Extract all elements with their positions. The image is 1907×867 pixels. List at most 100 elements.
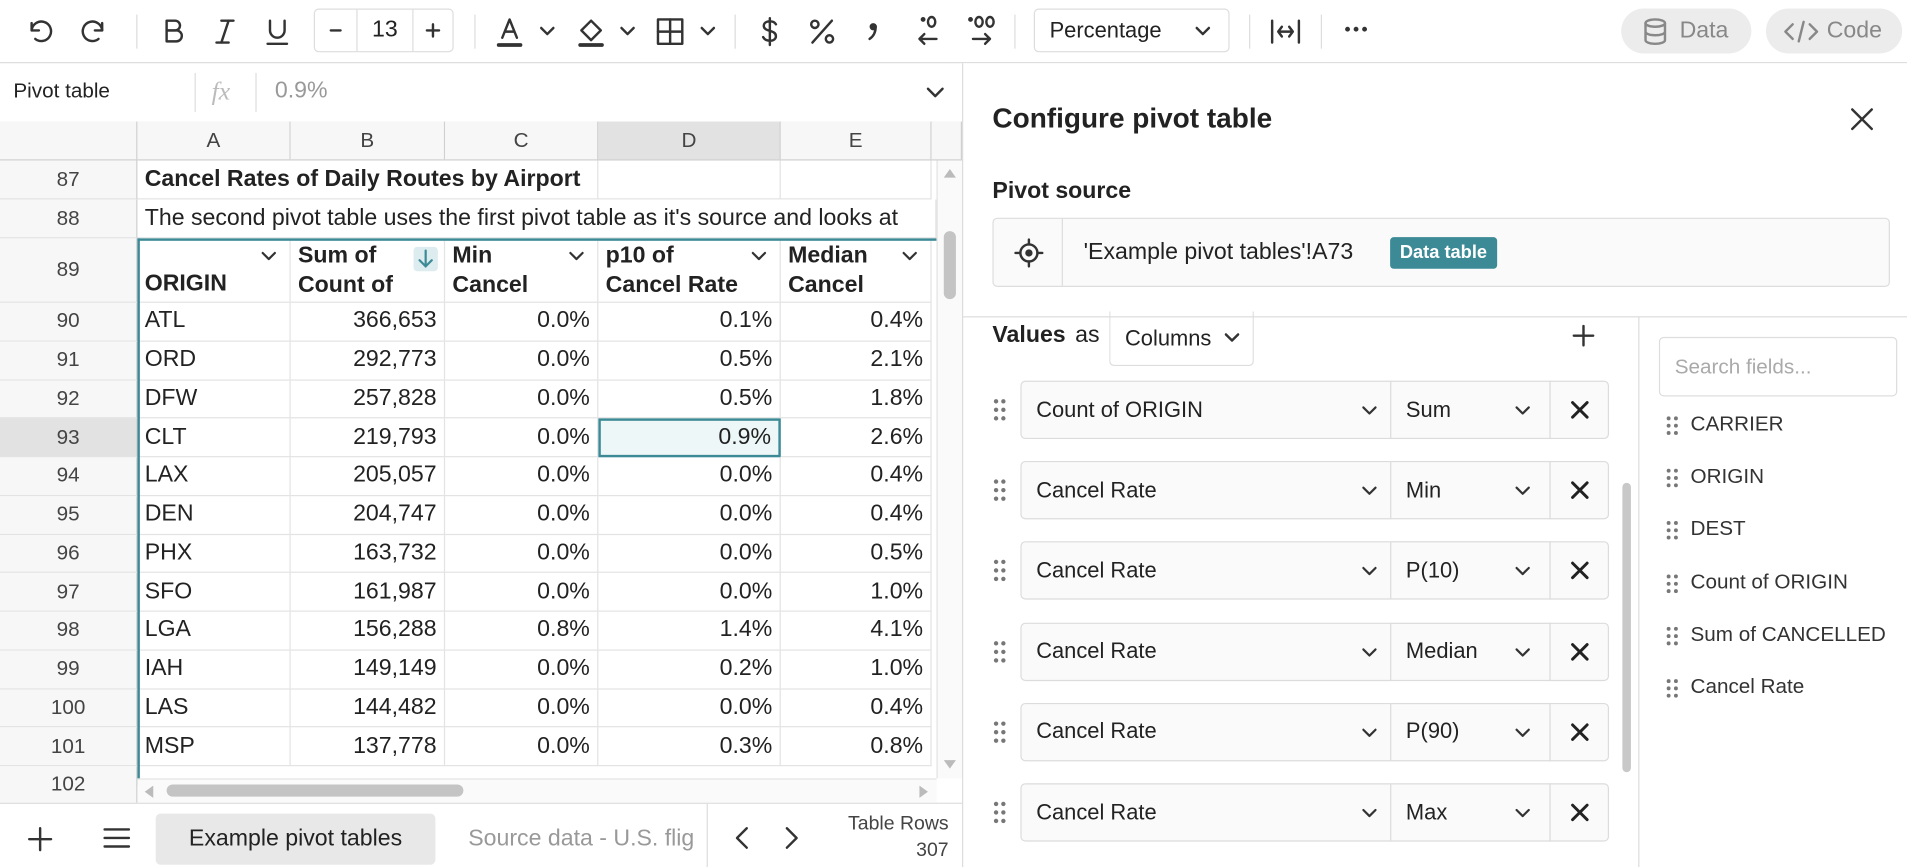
cell[interactable]: 0.0% (445, 418, 599, 458)
row-header[interactable]: 101 (0, 727, 138, 767)
row-header[interactable]: 87 (0, 160, 138, 200)
field-item[interactable]: ORIGIN (1690, 464, 1765, 488)
cell[interactable]: 0.0% (445, 727, 599, 767)
field-item[interactable]: Sum of CANCELLED (1690, 622, 1886, 646)
value-field-dropdown[interactable]: Cancel Rate (1020, 702, 1392, 762)
cell[interactable]: 0.5% (780, 534, 932, 574)
cell[interactable]: 0.4% (780, 457, 932, 496)
cell[interactable]: 0.0% (445, 650, 599, 689)
wrap-icon[interactable] (1267, 15, 1303, 49)
row-header[interactable]: 96 (0, 534, 138, 574)
row-header[interactable]: 95 (0, 495, 138, 535)
values-scroll-thumb[interactable] (1622, 482, 1631, 773)
number-format-dropdown[interactable]: Percentage (1033, 8, 1230, 53)
row-header[interactable]: 99 (0, 650, 138, 689)
cell[interactable]: 144,482 (290, 688, 446, 728)
row-header[interactable]: 94 (0, 457, 138, 496)
active-sheet-tab[interactable]: Example pivot tables (155, 813, 436, 865)
row-header[interactable]: 98 (0, 611, 138, 651)
cell[interactable]: LAX (137, 457, 291, 496)
underline-icon[interactable] (261, 16, 293, 48)
cell[interactable]: 137,778 (290, 727, 446, 767)
remove-value-button[interactable] (1549, 702, 1610, 762)
cell[interactable]: 0.0% (445, 573, 599, 612)
cell[interactable]: LAS (137, 688, 291, 728)
aggregation-dropdown[interactable]: P(10) (1390, 541, 1551, 601)
vertical-scroll-thumb[interactable] (943, 231, 956, 300)
column-header[interactable]: C (445, 121, 599, 161)
cell[interactable]: 257,828 (290, 380, 446, 419)
values-layout-dropdown[interactable]: Columns (1109, 311, 1254, 367)
column-header[interactable]: D (598, 121, 781, 161)
increase-font-size[interactable] (424, 22, 441, 39)
value-field-dropdown[interactable]: Cancel Rate (1020, 783, 1392, 842)
expand-formula-icon[interactable] (924, 81, 946, 103)
cell[interactable]: 0.2% (598, 650, 781, 689)
cell[interactable]: 0.4% (780, 688, 932, 728)
text-color-icon[interactable] (493, 15, 527, 49)
cell[interactable]: 0.1% (598, 302, 781, 342)
cell[interactable]: 292,773 (290, 341, 446, 381)
note-cell[interactable]: The second pivot table uses the first pi… (137, 199, 937, 239)
bold-icon[interactable] (158, 16, 190, 48)
cell[interactable]: 0.0% (445, 688, 599, 728)
text-color-menu[interactable] (538, 22, 557, 41)
cell[interactable]: 1.0% (780, 573, 932, 612)
value-field-dropdown[interactable]: Count of ORIGIN (1020, 380, 1392, 440)
selected-cell[interactable]: 0.9% (598, 418, 781, 458)
drag-handle[interactable] (992, 800, 1007, 824)
cell[interactable]: PHX (137, 534, 291, 574)
pivot-header-cell[interactable]: Sum of Count of (290, 238, 446, 303)
cell[interactable]: 0.0% (445, 495, 599, 535)
close-panel-icon[interactable] (1850, 107, 1874, 131)
drag-handle[interactable] (1665, 572, 1680, 596)
previous-tab-icon[interactable] (732, 826, 751, 850)
row-header[interactable]: 93 (0, 418, 138, 458)
row-header[interactable]: 102 (0, 766, 138, 803)
data-button[interactable]: Data (1621, 8, 1752, 54)
fill-color-menu[interactable] (618, 22, 637, 41)
undo-icon[interactable] (24, 16, 56, 48)
cell[interactable]: 149,149 (290, 650, 446, 689)
drag-handle[interactable] (992, 398, 1007, 422)
remove-value-button[interactable] (1549, 783, 1610, 842)
remove-value-button[interactable] (1549, 622, 1610, 681)
field-item[interactable]: Count of ORIGIN (1690, 569, 1848, 594)
pivot-header-cell[interactable]: ORIGIN (137, 238, 291, 303)
value-field-dropdown[interactable]: Cancel Rate (1020, 541, 1392, 601)
cell[interactable]: 1.8% (780, 380, 932, 419)
cell[interactable]: ORD (137, 341, 291, 381)
cell[interactable]: 156,288 (290, 611, 446, 651)
cell[interactable]: IAH (137, 650, 291, 689)
cell[interactable]: 0.0% (445, 457, 599, 496)
value-field-dropdown[interactable]: Cancel Rate (1020, 622, 1392, 681)
aggregation-dropdown[interactable]: Sum (1390, 380, 1551, 440)
sheet-menu-icon[interactable] (103, 827, 131, 849)
cell[interactable]: SFO (137, 573, 291, 612)
currency-icon[interactable] (754, 15, 786, 49)
header-menu-icon[interactable] (259, 247, 283, 271)
next-tab-icon[interactable] (782, 826, 801, 850)
select-range-icon[interactable] (1013, 237, 1045, 269)
value-field-dropdown[interactable]: Cancel Rate (1020, 461, 1392, 520)
cell[interactable]: 4.1% (780, 611, 932, 651)
more-icon[interactable] (1343, 22, 1370, 37)
cell[interactable]: CLT (137, 418, 291, 458)
cell[interactable]: 0.3% (598, 727, 781, 767)
drag-handle[interactable] (992, 478, 1007, 502)
pivot-header-cell[interactable]: p10 of Cancel Rate (598, 238, 781, 303)
row-header[interactable]: 88 (0, 199, 138, 239)
pivot-source-value[interactable]: 'Example pivot tables'!A73 (1083, 239, 1354, 266)
cell[interactable]: 0.4% (780, 302, 932, 342)
cell[interactable]: 0.5% (598, 341, 781, 381)
code-button[interactable]: Code (1765, 8, 1903, 54)
pivot-header-cell[interactable]: Median Cancel (780, 238, 932, 303)
drag-handle[interactable] (992, 559, 1007, 583)
cell[interactable]: 1.4% (598, 611, 781, 651)
cell[interactable]: ATL (137, 302, 291, 342)
header-menu-icon[interactable] (749, 247, 773, 271)
cell[interactable]: 219,793 (290, 418, 446, 458)
column-header[interactable]: A (137, 121, 291, 161)
cell[interactable]: 0.0% (598, 495, 781, 535)
cell[interactable]: LGA (137, 611, 291, 651)
